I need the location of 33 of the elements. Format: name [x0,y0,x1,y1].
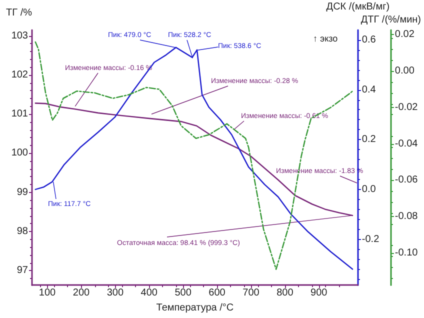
x-tick-label: 500 [174,288,192,299]
x-tick-label: 400 [140,288,158,299]
y-tick-label: 103 [11,30,28,42]
y3-tick-label: -0.10 [394,247,418,258]
x-tick-label: 700 [242,288,260,299]
y3-tick-label: -0.08 [394,211,418,222]
x-tick-label: 900 [310,288,328,299]
y-axis-title: ТГ /% [6,8,32,18]
y3-tick-label: -0.06 [394,174,418,186]
y-tick-label: 102 [11,69,28,80]
y-tick-label: 99 [16,186,28,198]
y2-tick-label: 0.4 [362,84,376,96]
x-tick-label: 800 [276,288,294,299]
y2-tick-label: 0.0 [362,184,376,195]
y3-axis-title: ДТГ /(%/мин) [360,14,422,26]
y3-tick-label: 0.02 [394,29,415,40]
x-axis-title: Температура /°C [156,302,234,314]
x-tick-label: 300 [106,288,124,299]
y-tick-label: 101 [11,108,28,120]
y2-tick-label: -0.2 [362,234,380,245]
y-tick-label: 97 [16,265,28,276]
y2-axis-title: ДСК /(мкВ/мг) [326,2,390,12]
y3-tick-label: -0.02 [394,102,418,113]
y3-tick-label: 0.00 [394,66,415,77]
y2-tick-label: 0.2 [362,134,376,146]
y2-tick-label: 0.6 [362,34,376,46]
y3-tick-label: -0.04 [394,138,418,150]
x-tick-label: 200 [72,288,90,299]
y-tick-label: 98 [16,226,28,237]
x-tick-label: 600 [208,288,226,299]
x-tick-label: 100 [38,288,56,299]
y-tick-label: 100 [11,148,28,159]
annotation: ↑ экзо [313,34,338,44]
